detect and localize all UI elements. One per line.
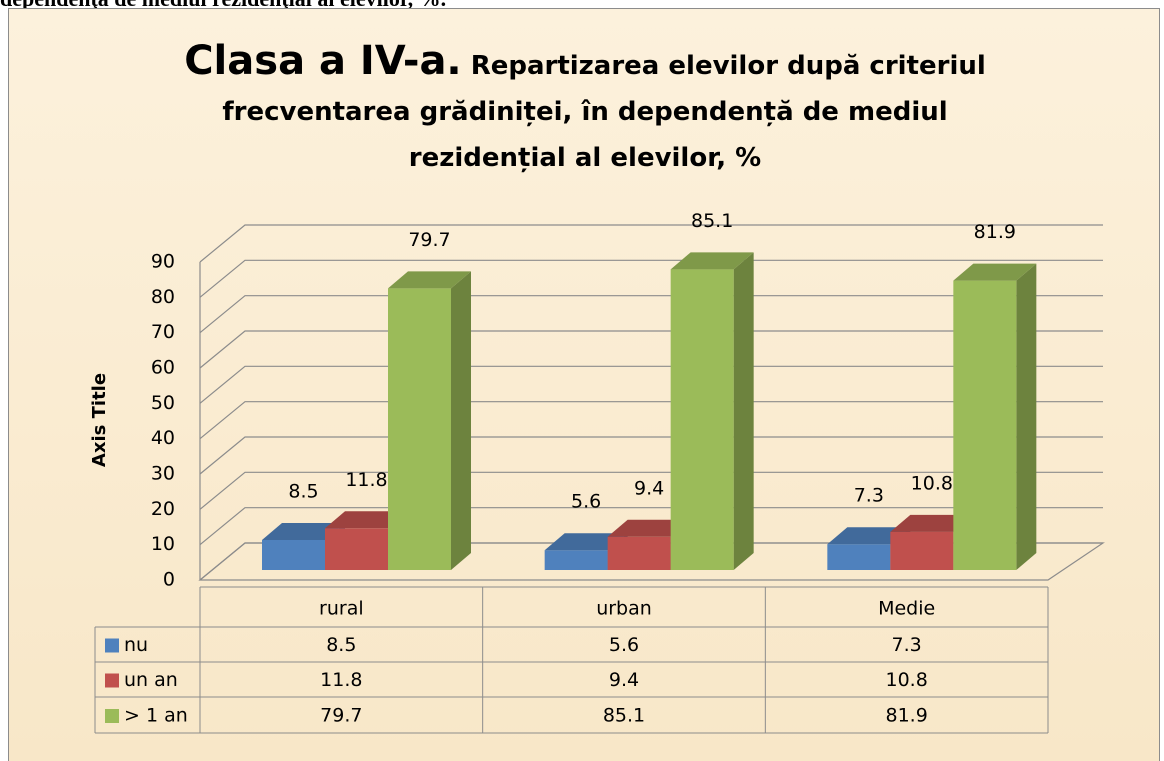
table-value: 9.4 [609, 669, 639, 691]
grid-line [199, 471, 1103, 510]
bar-top [262, 522, 345, 540]
grid-line [199, 436, 1103, 475]
grid-line [199, 259, 1103, 298]
legend-label: > 1 an [124, 705, 188, 727]
legend-label: nu [124, 634, 148, 656]
bar-top [607, 519, 691, 537]
bar-side [451, 271, 471, 570]
chart-subtitle: Repartizarea elevilor după criteriul fre… [222, 51, 986, 173]
grid-line [199, 507, 1103, 546]
grid-line [199, 330, 1103, 369]
y-tick-label: 50 [151, 392, 175, 414]
chart-title: Clasa a IV-a. [184, 38, 462, 84]
y-tick-label: 70 [151, 321, 175, 343]
x-tick-label: rural [319, 598, 364, 620]
y-tick-label: 0 [163, 569, 175, 591]
table-value: 79.7 [320, 705, 362, 727]
bar-top [670, 252, 754, 270]
y-tick-label: 80 [151, 286, 175, 308]
bar [262, 539, 325, 570]
legend-swatch [105, 673, 119, 688]
legend-swatch [105, 709, 119, 723]
bar-top [953, 263, 1037, 281]
grid-line [199, 401, 1103, 440]
bar [827, 544, 891, 570]
grid-line [199, 365, 1103, 404]
bar [890, 531, 954, 570]
y-tick-label: 20 [151, 498, 175, 520]
x-tick-label: Medie [878, 598, 935, 620]
title-block: Clasa a IV-a. Repartizarea elevilor după… [160, 38, 1010, 181]
grid-line [199, 224, 1103, 263]
table-value: 5.6 [609, 634, 639, 656]
legend-swatch [105, 638, 119, 653]
bar [607, 536, 671, 570]
bar [325, 528, 388, 570]
y-tick-label: 30 [151, 463, 175, 485]
bar-top [890, 514, 974, 532]
table-value: 85.1 [603, 705, 645, 727]
grid-line [199, 295, 1103, 334]
y-axis-title: Axis Title [89, 373, 110, 467]
data-label: 85.1 [691, 210, 733, 232]
legend-label: un an [124, 669, 178, 691]
data-label: 7.3 [854, 485, 884, 507]
data-label: 8.5 [288, 480, 318, 502]
table-value: 7.3 [892, 634, 922, 656]
bar [953, 280, 1017, 570]
bar-top [388, 271, 471, 289]
data-label: 9.4 [634, 477, 664, 499]
bar-top [544, 533, 628, 551]
data-label: 11.8 [345, 469, 387, 491]
table-value: 8.5 [326, 634, 356, 656]
caption: dependenţa de mediul rezidenţial al elev… [0, 0, 446, 12]
y-tick-label: 40 [151, 427, 175, 449]
table-value: 81.9 [886, 705, 928, 727]
table-value: 11.8 [320, 669, 362, 691]
grid-line [199, 542, 1103, 581]
x-tick-label: urban [596, 598, 652, 620]
y-tick-label: 10 [151, 533, 175, 555]
bar [670, 269, 734, 570]
bar-top [325, 511, 408, 529]
bar [544, 550, 608, 570]
table-value: 10.8 [886, 669, 928, 691]
bar-side [1016, 263, 1037, 570]
bar-side [733, 252, 754, 570]
data-label: 10.8 [911, 472, 953, 494]
data-label: 79.7 [408, 229, 450, 251]
data-label: 81.9 [974, 221, 1016, 243]
y-tick-label: 60 [151, 357, 175, 379]
data-label: 5.6 [571, 491, 601, 513]
y-tick-label: 90 [151, 251, 175, 273]
bar-top [827, 527, 911, 545]
bar [388, 288, 451, 570]
